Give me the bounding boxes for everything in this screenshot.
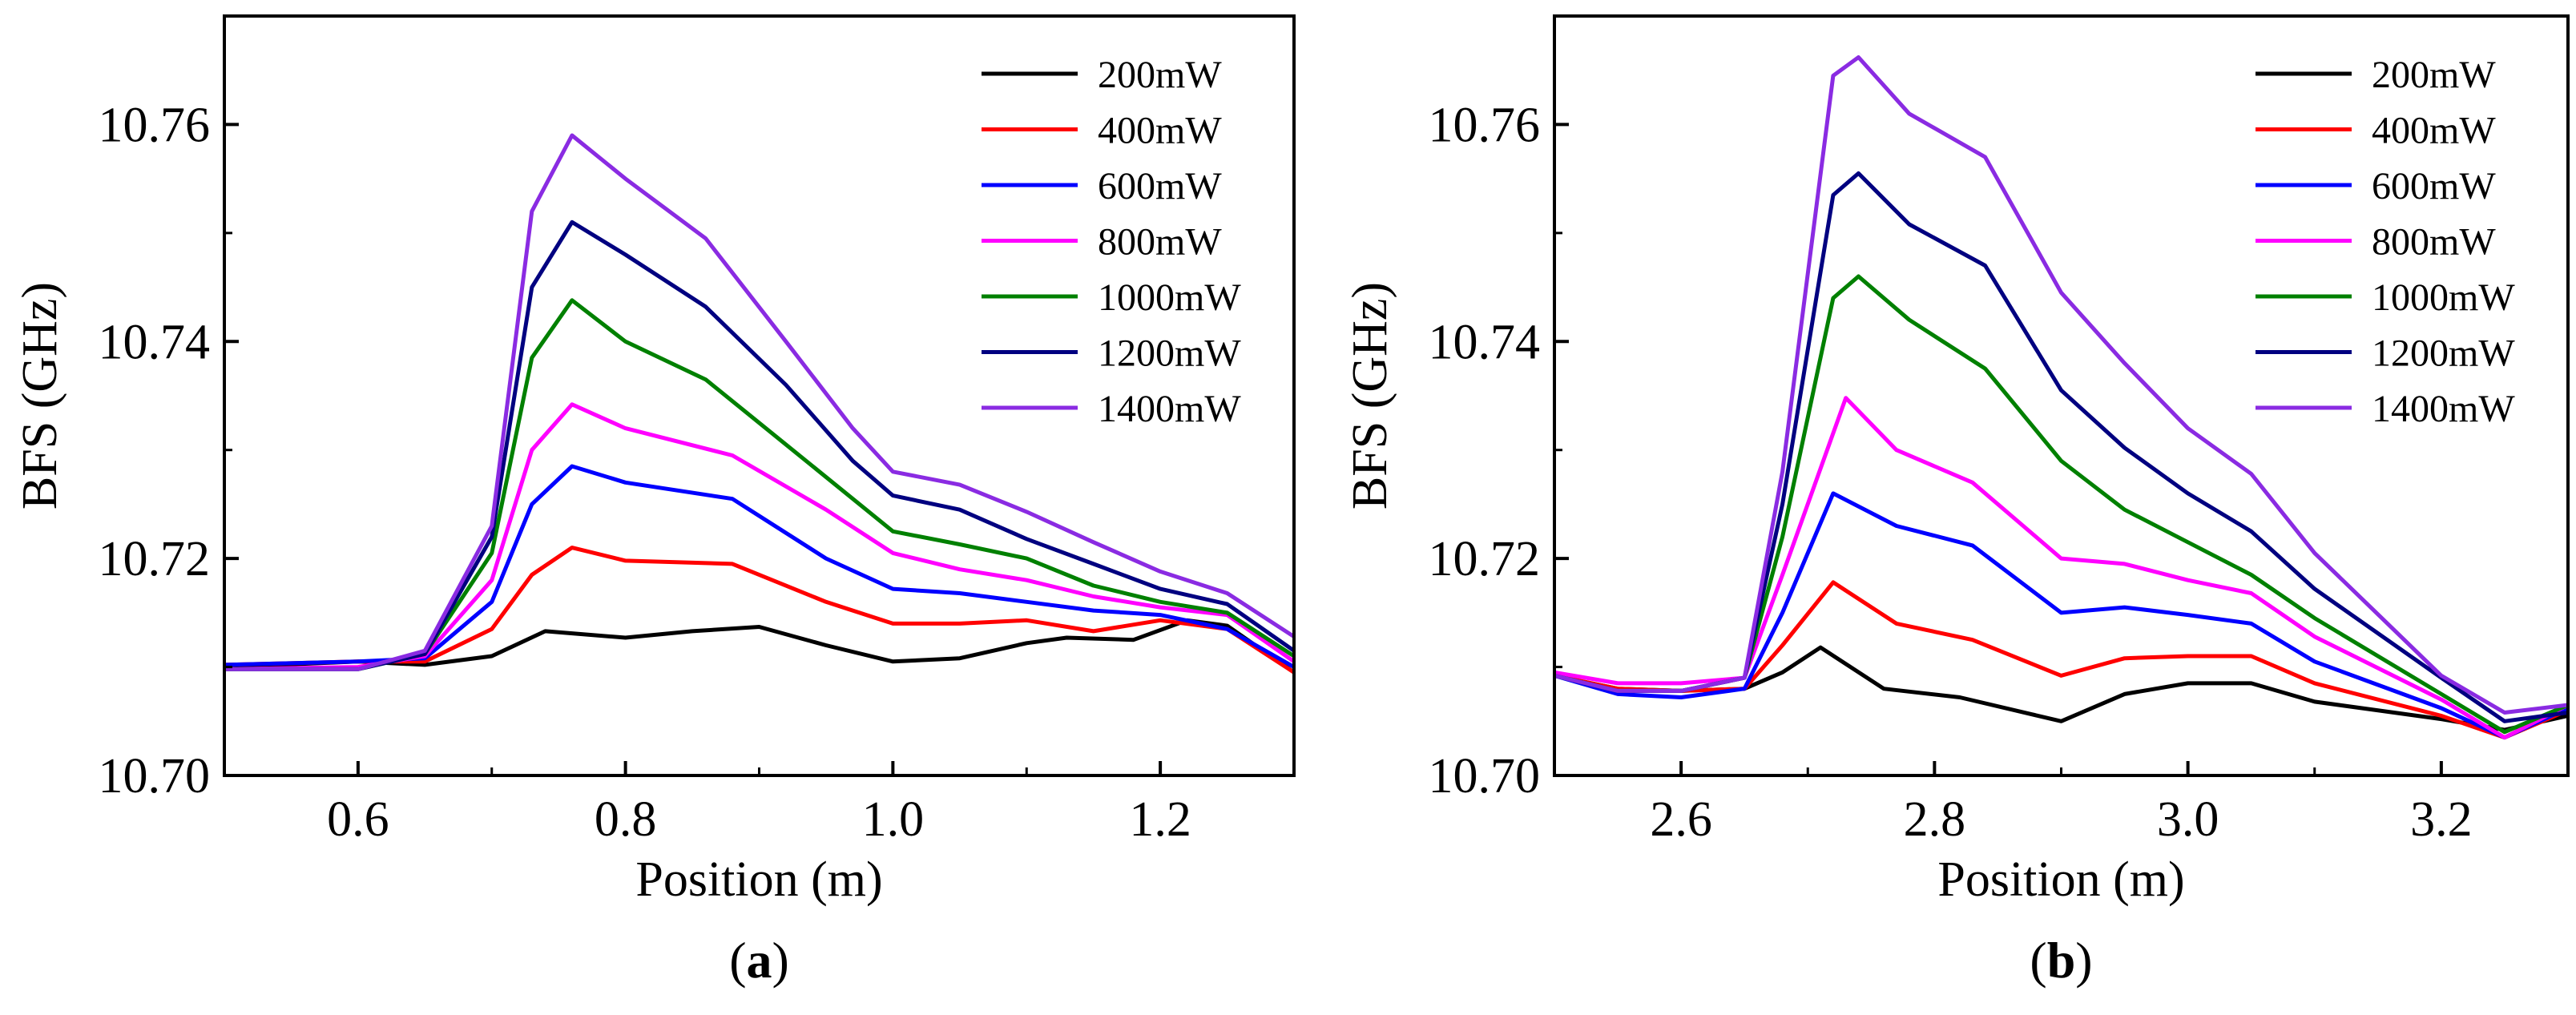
- legend-label: 800mW: [1098, 221, 1222, 264]
- x-tick-label: 2.8: [1904, 792, 1966, 847]
- series-line-400mW: [1554, 580, 2568, 740]
- legend-label: 1000mW: [2372, 276, 2515, 319]
- legend: 200mW 400mW 600mW 800mW 1000mW 1200mW 1400mW: [982, 54, 1241, 430]
- series-line-600mW: [224, 464, 1294, 670]
- y-tick-label: 10.76: [99, 98, 211, 152]
- series-line-1000mW: [224, 298, 1294, 671]
- y-axis-label: BFS (GHz): [13, 282, 67, 510]
- series-line-800mW: [1554, 396, 2568, 740]
- panel-label-letter: b: [2047, 932, 2076, 989]
- legend-label: 1400mW: [2372, 388, 2515, 430]
- panel-label-open-paren: (: [2030, 932, 2046, 989]
- panel-label-close-paren: ): [772, 932, 789, 989]
- y-tick-label: 10.72: [99, 532, 211, 586]
- x-axis-label: Position (m): [635, 852, 882, 907]
- legend-label: 1200mW: [2372, 332, 2515, 375]
- y-tick-label: 10.72: [1429, 532, 1541, 586]
- series-line-600mW: [1554, 491, 2568, 740]
- legend-label: 200mW: [1098, 54, 1222, 96]
- x-axis-label: Position (m): [1937, 852, 2184, 907]
- series-line-1400mW: [224, 133, 1294, 671]
- legend-label: 1200mW: [1098, 332, 1241, 375]
- series-group: [224, 133, 1294, 675]
- legend-label: 600mW: [2372, 165, 2496, 207]
- series-line-800mW: [224, 402, 1294, 671]
- legend-label: 200mW: [2372, 54, 2496, 96]
- series-group: [1554, 55, 2568, 740]
- legend-label: 400mW: [1098, 110, 1222, 152]
- panel-label: (b): [2030, 932, 2092, 989]
- y-axis-label: BFS (GHz): [1343, 282, 1397, 510]
- legend-label: 800mW: [2372, 221, 2496, 264]
- series-line-200mW: [224, 618, 1294, 675]
- panel-label-close-paren: ): [2075, 932, 2092, 989]
- x-tick-label: 3.0: [2157, 792, 2219, 847]
- x-tick-label: 0.6: [327, 792, 389, 847]
- x-tick-label: 0.8: [595, 792, 657, 847]
- legend-label: 400mW: [2372, 110, 2496, 152]
- x-tick-label: 1.2: [1129, 792, 1191, 847]
- series-line-1400mW: [1554, 55, 2568, 715]
- legend: 200mW 400mW 600mW 800mW 1000mW 1200mW 1400mW: [2256, 54, 2515, 430]
- series-line-1200mW: [224, 220, 1294, 671]
- panel-a: 0.6 0.8 1.0 1.2 10.70 10.72 10.74 10.76 Position…: [13, 14, 1296, 989]
- series-line-400mW: [224, 546, 1294, 675]
- x-tick-label: 3.2: [2410, 792, 2473, 847]
- x-tick-label: 1.0: [862, 792, 925, 847]
- y-tick-label: 10.74: [99, 315, 211, 369]
- legend-label: 600mW: [1098, 165, 1222, 207]
- legend-label: 1000mW: [1098, 276, 1241, 319]
- y-tick-label: 10.76: [1429, 98, 1541, 152]
- panel-b: 2.6 2.8 3.0 3.2 10.70 10.72 10.74 10.76 Position…: [1343, 14, 2570, 989]
- y-tick-label: 10.70: [1429, 749, 1541, 804]
- panel-label-open-paren: (: [729, 932, 746, 989]
- panel-label-letter: a: [747, 932, 772, 989]
- panel-label: (a): [729, 932, 789, 989]
- x-tick-label: 2.6: [1650, 792, 1712, 847]
- y-tick-label: 10.70: [99, 749, 211, 804]
- legend-label: 1400mW: [1098, 388, 1241, 430]
- y-tick-label: 10.74: [1429, 315, 1541, 369]
